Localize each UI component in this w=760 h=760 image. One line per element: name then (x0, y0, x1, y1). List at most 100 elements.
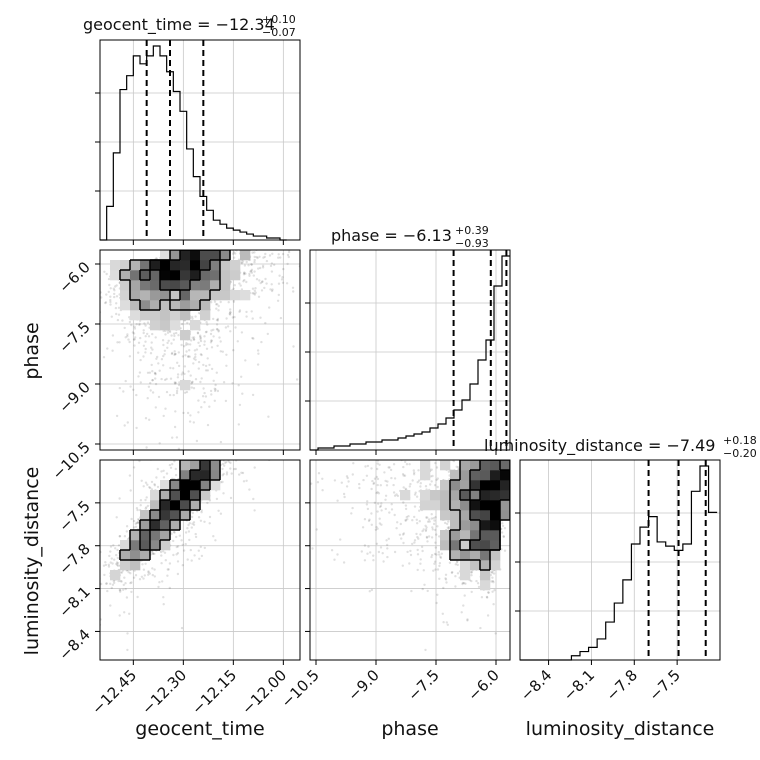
density-cell (180, 260, 191, 271)
sample-point (126, 648, 129, 652)
density-cell (190, 280, 201, 291)
sample-point (287, 255, 290, 259)
sample-point (138, 460, 141, 463)
density-cell (110, 260, 121, 271)
sample-point (104, 301, 107, 305)
sample-point (126, 632, 129, 635)
sample-point (201, 395, 205, 398)
sample-point (168, 586, 171, 590)
sample-point (115, 414, 119, 418)
density-cell (210, 290, 221, 301)
sample-point (172, 530, 176, 534)
sample-point (249, 270, 252, 273)
sample-point (140, 479, 143, 482)
sample-point (240, 331, 244, 334)
sample-point (103, 573, 106, 577)
density-cell (200, 270, 211, 281)
sample-point (285, 282, 289, 285)
sample-point (163, 349, 167, 352)
sample-point (233, 284, 236, 287)
sample-point (110, 557, 114, 560)
sample-point (162, 364, 165, 367)
sample-point (269, 264, 273, 268)
sample-point (109, 287, 112, 290)
sample-point (165, 390, 169, 394)
density-cell (170, 320, 181, 331)
density-cell (200, 250, 211, 261)
sample-point (115, 562, 118, 566)
sample-point (253, 251, 256, 254)
density-cell (180, 280, 191, 291)
sample-point (186, 558, 189, 561)
sample-point (216, 344, 219, 347)
density-cell (170, 250, 181, 261)
sample-point (257, 295, 261, 298)
sample-point (180, 343, 183, 347)
sample-point (119, 579, 122, 583)
sample-point (189, 374, 192, 377)
sample-point (189, 548, 192, 552)
sample-point (186, 321, 189, 325)
sample-point (162, 550, 165, 553)
sample-point (162, 354, 165, 358)
sample-point (205, 347, 209, 350)
sample-point (222, 492, 225, 495)
sample-point (218, 336, 221, 339)
sample-point (153, 483, 156, 486)
sample-point (192, 362, 195, 365)
sample-point (187, 530, 191, 533)
sample-point (183, 391, 187, 394)
sample-point (168, 393, 172, 397)
sample-point (155, 476, 158, 479)
sample-point (173, 352, 177, 355)
sample-point (118, 341, 121, 344)
sample-point (144, 340, 147, 343)
sample-point (118, 535, 122, 538)
sample-point (167, 568, 170, 571)
sample-point (177, 364, 181, 368)
density-cell (170, 310, 181, 321)
density-cell (170, 280, 181, 291)
sample-point (153, 484, 157, 487)
sample-point (198, 557, 201, 560)
sample-point (162, 603, 165, 606)
sample-point (238, 403, 242, 407)
sample-point (175, 436, 179, 439)
sample-point (119, 590, 122, 593)
density-cell (160, 320, 171, 331)
sample-point (210, 339, 213, 343)
density-cell (160, 310, 171, 321)
sample-point (217, 330, 220, 333)
density-cell (160, 270, 171, 281)
sample-point (125, 596, 129, 599)
sample-point (197, 360, 201, 364)
sample-point (128, 612, 131, 615)
sample-point (135, 393, 138, 397)
histogram-step (310, 255, 510, 451)
sample-point (123, 424, 126, 427)
density-cell (160, 250, 171, 261)
sample-point (200, 511, 203, 514)
sample-point (206, 369, 209, 372)
sample-point (175, 391, 179, 395)
sample-point (226, 325, 230, 328)
sample-point (206, 323, 209, 326)
sample-point (229, 311, 232, 314)
sample-point (253, 260, 256, 264)
sample-point (277, 282, 281, 285)
sample-point (228, 312, 231, 315)
sample-point (199, 545, 202, 549)
sample-point (173, 460, 176, 463)
sample-point (145, 496, 148, 499)
sample-point (174, 410, 177, 413)
sample-point (233, 256, 236, 259)
sample-point (260, 340, 263, 344)
sample-point (127, 338, 130, 341)
sample-point (160, 562, 163, 565)
sample-point (219, 350, 222, 353)
sample-point (210, 329, 213, 332)
sample-point (237, 423, 240, 426)
sample-point (150, 346, 153, 349)
sample-point (109, 298, 112, 302)
sample-point (118, 535, 121, 538)
